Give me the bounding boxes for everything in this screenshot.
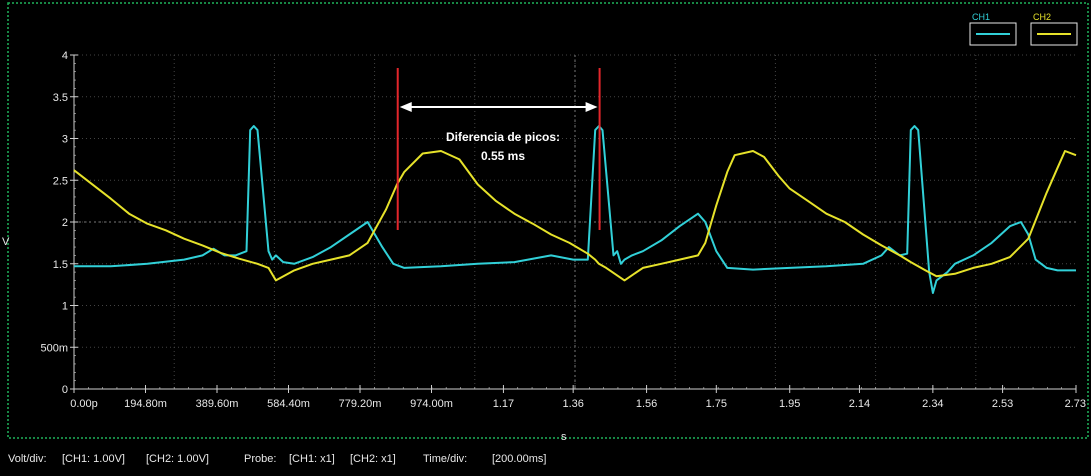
legend-ch2-label: CH2	[1033, 12, 1051, 22]
ch2-probe-value: [CH2: x1]	[350, 453, 396, 465]
x-tick-label: 2.53	[992, 398, 1013, 410]
y-tick-label: 500m	[40, 342, 68, 354]
y-tick-label: 1	[62, 301, 68, 313]
series-ch2-line	[73, 150, 1077, 282]
legend-ch2-swatch[interactable]	[1030, 22, 1078, 46]
x-tick-label: 1.56	[636, 398, 657, 410]
x-unit-label: s	[561, 431, 567, 443]
ch2-voltdiv-value: [CH2: 1.00V]	[146, 453, 209, 465]
series-ch1-line	[74, 125, 1076, 294]
x-tick-label: 974.00m	[410, 398, 453, 410]
peak-difference-value: 0.55 ms	[481, 149, 525, 163]
x-tick-label: 779.20m	[339, 398, 382, 410]
legend: CH1 CH2	[969, 12, 1078, 46]
x-tick-label: 1.17	[493, 398, 514, 410]
x-tick-label: 194.80m	[124, 398, 167, 410]
ch1-voltdiv-value: [CH1: 1.00V]	[62, 453, 125, 465]
legend-ch1-swatch[interactable]	[969, 22, 1017, 46]
x-tick-label: 584.40m	[267, 398, 310, 410]
x-tick-label: 1.75	[706, 398, 727, 410]
arrow-head-right	[585, 102, 598, 112]
x-tick-label: 2.34	[922, 398, 943, 410]
arrow-head-left	[399, 102, 412, 112]
peak-markers	[396, 68, 601, 230]
y-tick-label: 0	[62, 384, 68, 396]
x-tick-label: 1.36	[562, 398, 583, 410]
series-layer	[73, 125, 1077, 294]
voltdiv-label: Volt/div:	[8, 453, 47, 465]
legend-ch1-label: CH1	[972, 12, 990, 22]
x-tick-label: 2.14	[849, 398, 870, 410]
y-tick-label: 3	[62, 134, 68, 146]
y-tick-label: 2	[62, 217, 68, 229]
status-bar: Volt/div: [CH1: 1.00V] [CH2: 1.00V] Prob…	[8, 453, 546, 465]
x-tick-label: 0.00p	[70, 398, 98, 410]
y-tick-label: 3.5	[53, 92, 68, 104]
y-unit-label: V	[2, 236, 10, 248]
probe-label: Probe:	[244, 453, 276, 465]
timediv-label: Time/div:	[423, 453, 467, 465]
y-tick-label: 4	[62, 50, 68, 62]
x-tick-label: 2.73	[1065, 398, 1086, 410]
y-tick-label: 2.5	[53, 175, 68, 187]
peak-difference-label: Diferencia de picos:	[446, 130, 560, 144]
y-tick-label: 1.5	[53, 259, 68, 271]
ch1-probe-value: [CH1: x1]	[289, 453, 335, 465]
x-tick-label: 389.60m	[196, 398, 239, 410]
timediv-value: [200.00ms]	[492, 453, 546, 465]
x-tick-label: 1.95	[779, 398, 800, 410]
screen-border	[7, 2, 1089, 439]
